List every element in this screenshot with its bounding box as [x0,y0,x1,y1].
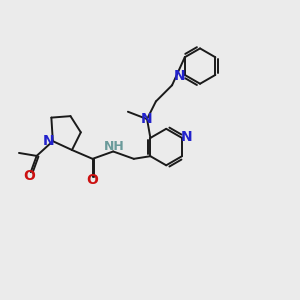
Text: N: N [141,112,153,126]
Text: N: N [174,69,186,83]
Text: N: N [181,130,193,144]
Text: NH: NH [103,140,124,153]
Text: O: O [23,169,35,183]
Text: O: O [87,173,98,187]
Text: N: N [43,134,54,148]
